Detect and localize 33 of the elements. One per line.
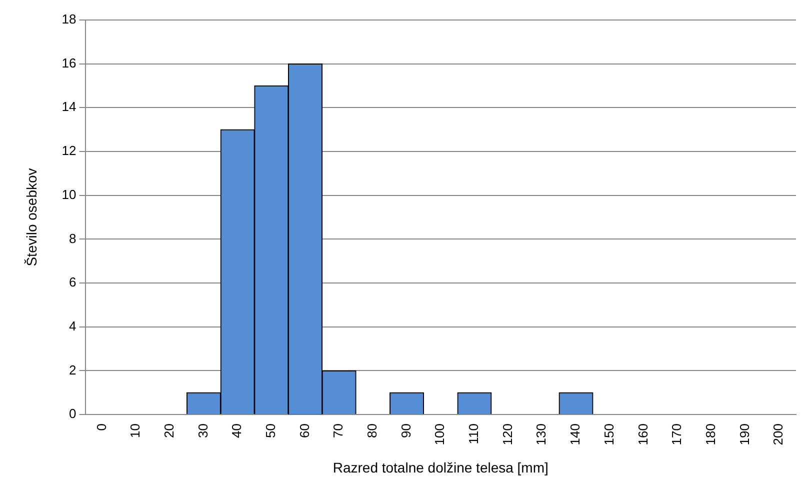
x-tick-label: 160 bbox=[635, 424, 650, 446]
y-tick-label: 10 bbox=[62, 186, 76, 202]
x-tick-label: 20 bbox=[161, 424, 176, 438]
y-tick-label: 2 bbox=[69, 362, 76, 378]
x-tick-label: 140 bbox=[568, 424, 583, 446]
x-tick-label: 50 bbox=[262, 424, 278, 438]
x-tick-label: 120 bbox=[500, 424, 515, 446]
x-tick-label: 190 bbox=[736, 424, 752, 446]
x-tick-label: 150 bbox=[601, 424, 616, 446]
y-tick-label: 4 bbox=[69, 318, 76, 334]
x-tick-label: 200 bbox=[770, 424, 786, 446]
y-tick-label: 0 bbox=[69, 406, 76, 422]
x-tick-label: 90 bbox=[398, 424, 414, 438]
x-tick-label: 40 bbox=[229, 424, 244, 438]
y-axis-title: Število osebkov bbox=[23, 168, 40, 266]
x-tick-label: 70 bbox=[330, 424, 346, 438]
x-tick-label: 170 bbox=[669, 424, 684, 446]
x-tick-label: 100 bbox=[432, 424, 448, 446]
y-tick-label: 18 bbox=[62, 12, 76, 27]
y-tick-label: 6 bbox=[69, 274, 76, 290]
x-tick-label: 180 bbox=[702, 424, 718, 446]
x-tick-label: 10 bbox=[128, 424, 143, 438]
x-tick-label: 60 bbox=[296, 424, 312, 438]
x-tick-label: 110 bbox=[466, 424, 482, 444]
x-axis-title: Razred totalne dolžine telesa [mm] bbox=[332, 459, 548, 476]
y-tick-label: 12 bbox=[62, 143, 76, 158]
y-tick-label: 16 bbox=[62, 55, 76, 70]
x-tick-label: 130 bbox=[534, 424, 549, 446]
y-tick-label: 8 bbox=[69, 230, 76, 246]
x-tick-label: 80 bbox=[364, 424, 380, 438]
y-tick-label: 14 bbox=[62, 99, 76, 114]
x-tick-label: 0 bbox=[94, 424, 109, 431]
x-tick-label: 30 bbox=[195, 424, 210, 438]
